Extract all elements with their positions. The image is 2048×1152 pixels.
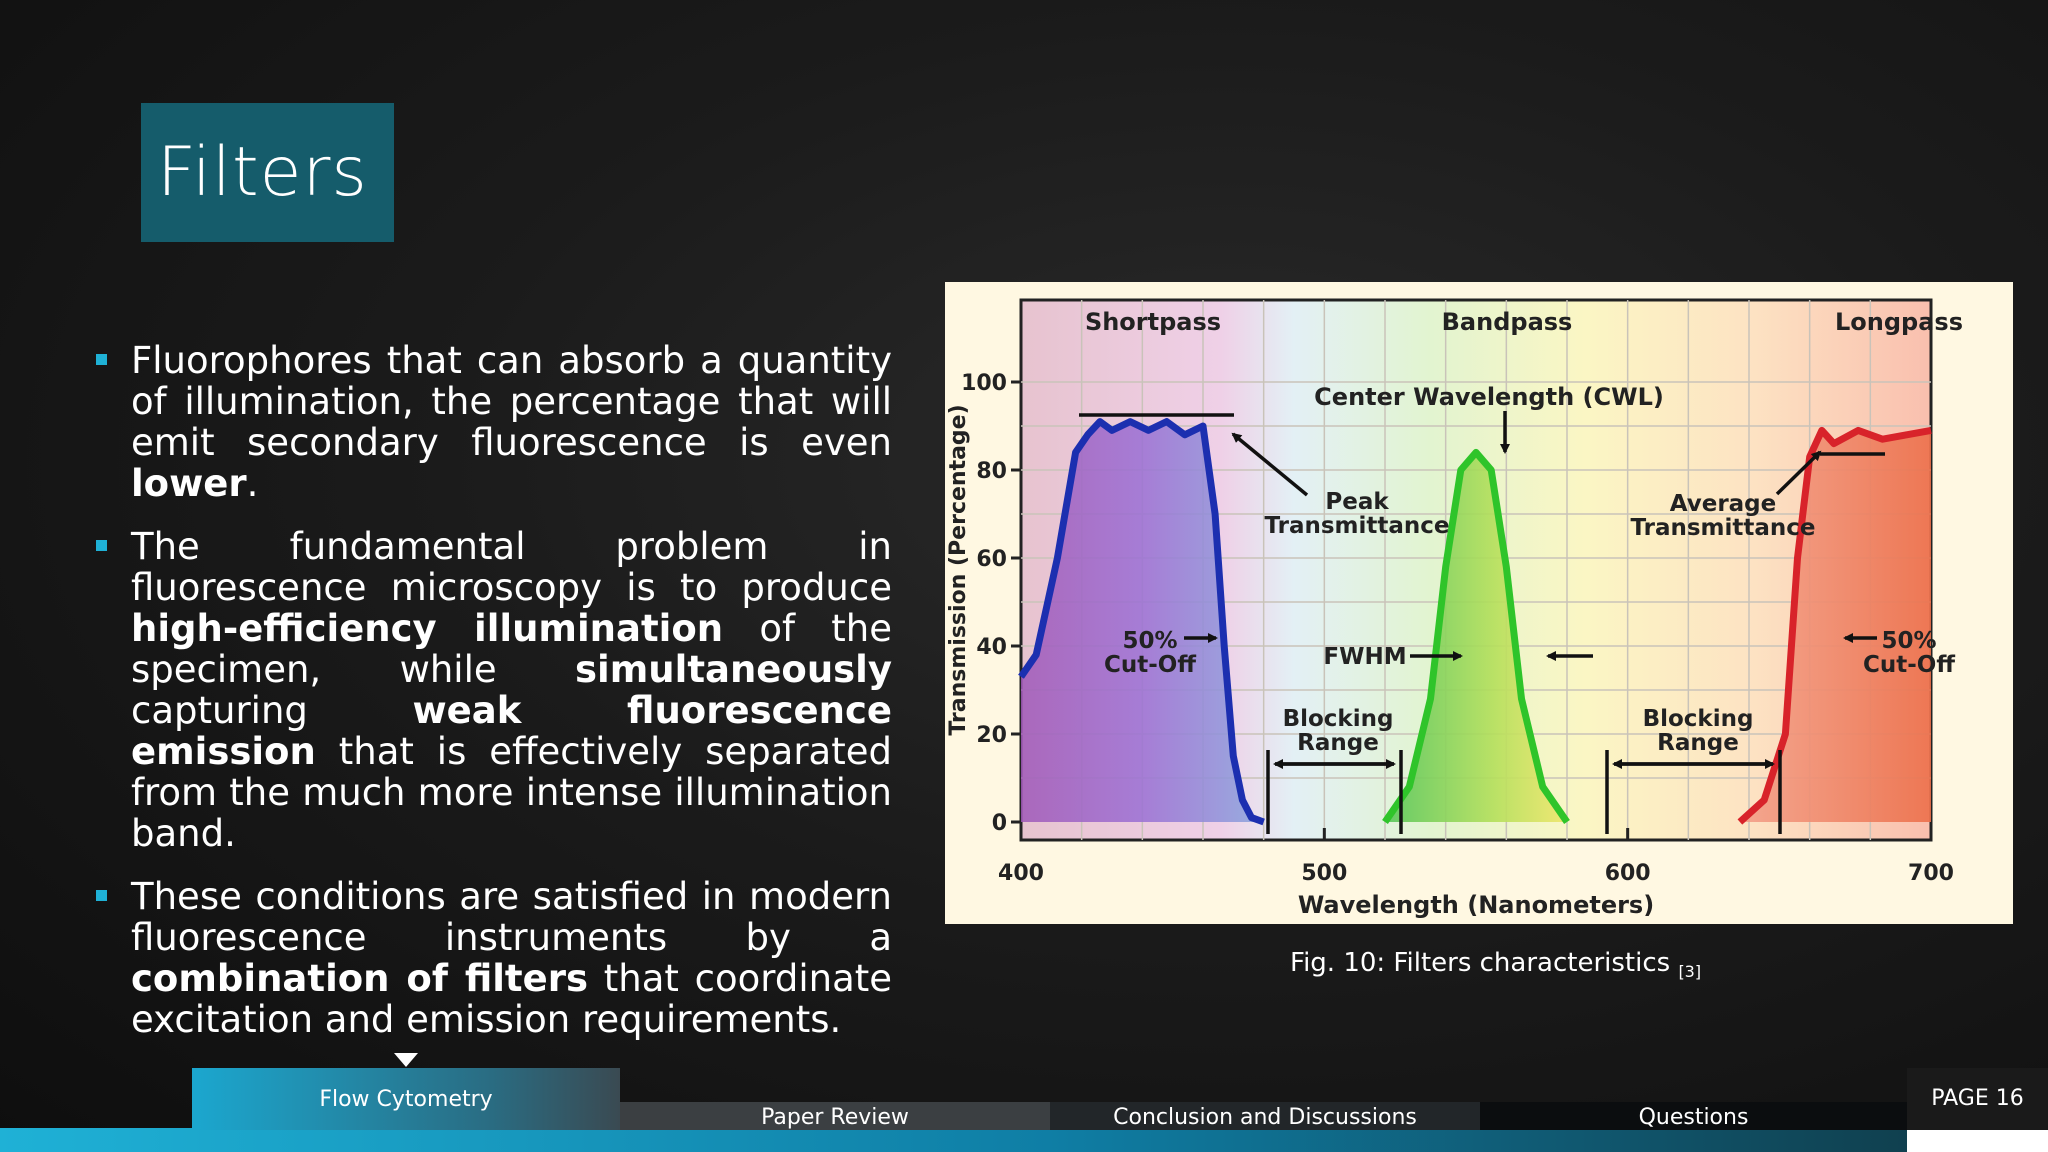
axis-ticks: 400 500 600 700 0 20 40 60 80 100 bbox=[961, 371, 1954, 886]
bullet-item: These conditions are satisfied in modern… bbox=[92, 876, 892, 1040]
cwl-label: Center Wavelength (CWL) bbox=[1314, 383, 1664, 411]
bandpass-curve bbox=[1382, 448, 1570, 824]
page-number: PAGE 16 bbox=[1907, 1068, 2048, 1130]
nav-tab-questions[interactable]: Questions bbox=[1480, 1102, 1907, 1130]
section-label-bandpass: Bandpass bbox=[1442, 308, 1573, 336]
x-tick-label: 400 bbox=[998, 861, 1044, 886]
bullet-square-icon bbox=[96, 540, 107, 551]
avg-label-2: Transmittance bbox=[1630, 515, 1815, 541]
bullet-text: capturing bbox=[131, 689, 413, 732]
annotation-arrows bbox=[1079, 411, 1885, 834]
blocking-left-label-2: Range bbox=[1297, 730, 1379, 756]
bullet-item: Fluorophores that can absorb a quantity … bbox=[92, 340, 892, 504]
peak-label-2: Transmittance bbox=[1264, 513, 1449, 539]
blocking-right-label-1: Blocking bbox=[1643, 706, 1754, 732]
bullet-list: Fluorophores that can absorb a quantity … bbox=[92, 340, 892, 1062]
blocking-right-label-2: Range bbox=[1657, 730, 1739, 756]
x-tick-label: 700 bbox=[1908, 861, 1954, 886]
slide-title: Filters bbox=[157, 133, 368, 212]
y-tick-label: 100 bbox=[961, 371, 1007, 396]
x-tick-label: 600 bbox=[1605, 861, 1651, 886]
bullet-bold-text: weak fluorescence emission bbox=[131, 689, 892, 773]
x-axis-label: Wavelength (Nanometers) bbox=[1298, 891, 1654, 919]
current-section-marker bbox=[394, 1053, 418, 1067]
x-tick-label: 500 bbox=[1301, 861, 1347, 886]
figure-caption: Fig. 10: Filters characteristics [3] bbox=[1290, 948, 1701, 981]
shortpass-curve bbox=[1018, 418, 1265, 826]
bullet-text: . bbox=[246, 462, 259, 505]
section-label-shortpass: Shortpass bbox=[1085, 308, 1221, 336]
filters-figure: 400 500 600 700 0 20 40 60 80 100 Shortpass Bandp… bbox=[945, 282, 2013, 924]
bullet-text: The fundamental problem in fluorescence … bbox=[131, 525, 892, 609]
bullet-square-icon bbox=[96, 890, 107, 901]
bullet-text: These conditions are satisfied in modern… bbox=[131, 875, 892, 959]
slide-title-box: Filters bbox=[141, 103, 394, 242]
bandpass-fill bbox=[1385, 452, 1567, 822]
bullet-text: of the specimen, while bbox=[131, 607, 892, 691]
cutoff-left-label-2: Cut-Off bbox=[1104, 652, 1196, 678]
y-tick-label: 80 bbox=[976, 459, 1007, 484]
peak-label-1: Peak bbox=[1325, 489, 1389, 515]
nav-tab-conclusion[interactable]: Conclusion and Discussions bbox=[1050, 1102, 1480, 1130]
y-tick-label: 60 bbox=[976, 547, 1007, 572]
bullet-bold-text: combination of filters bbox=[131, 957, 588, 1000]
bullet-text: that is effectively separated from the m… bbox=[131, 730, 892, 855]
bullet-text: Fluorophores that can absorb a quantity … bbox=[131, 339, 892, 464]
y-tick-label: 0 bbox=[992, 811, 1007, 836]
y-axis-label: Transmission (Percentage) bbox=[946, 404, 971, 735]
cutoff-right-label-2: Cut-Off bbox=[1863, 652, 1955, 678]
y-tick-label: 40 bbox=[976, 635, 1007, 660]
bullet-text: that coordinate excitation and emission … bbox=[131, 957, 893, 1041]
figure-caption-text: Fig. 10: Filters characteristics bbox=[1290, 948, 1679, 978]
avg-label-1: Average bbox=[1670, 491, 1777, 517]
nav-progress-bar bbox=[0, 1128, 1907, 1152]
fwhm-label: FWHM bbox=[1323, 644, 1406, 670]
bullet-item: The fundamental problem in fluorescence … bbox=[92, 526, 892, 854]
shortpass-fill bbox=[1021, 421, 1264, 822]
section-label-longpass: Longpass bbox=[1835, 308, 1963, 336]
figure-caption-ref: [3] bbox=[1678, 962, 1702, 982]
bullet-bold-text: simultaneously bbox=[575, 648, 892, 691]
y-tick-label: 20 bbox=[976, 723, 1007, 748]
nav-tab-paper-review[interactable]: Paper Review bbox=[620, 1102, 1050, 1130]
bullet-bold-text: high-efficiency illumination bbox=[131, 607, 724, 650]
cutoff-left-label-1: 50% bbox=[1122, 628, 1177, 654]
bullet-square-icon bbox=[96, 354, 107, 365]
blocking-left-label-1: Blocking bbox=[1283, 706, 1394, 732]
cutoff-right-label-1: 50% bbox=[1881, 628, 1936, 654]
nav-tab-flow-cytometry[interactable]: Flow Cytometry bbox=[192, 1068, 620, 1130]
bullet-bold-text: lower bbox=[131, 462, 247, 505]
